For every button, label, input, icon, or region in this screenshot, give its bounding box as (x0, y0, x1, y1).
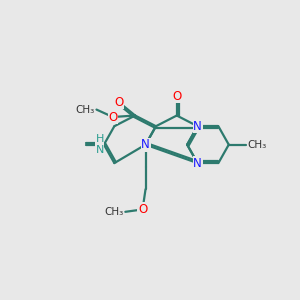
Text: O: O (114, 96, 123, 109)
Text: CH₃: CH₃ (76, 105, 95, 115)
Text: O: O (108, 110, 118, 124)
Text: N: N (193, 157, 202, 169)
Text: CH₃: CH₃ (248, 140, 267, 150)
Text: O: O (138, 203, 147, 216)
Text: O: O (172, 90, 182, 103)
Text: H
N: H N (96, 134, 104, 155)
Text: N: N (141, 138, 150, 151)
Text: CH₃: CH₃ (105, 207, 124, 217)
Text: N: N (193, 120, 202, 133)
